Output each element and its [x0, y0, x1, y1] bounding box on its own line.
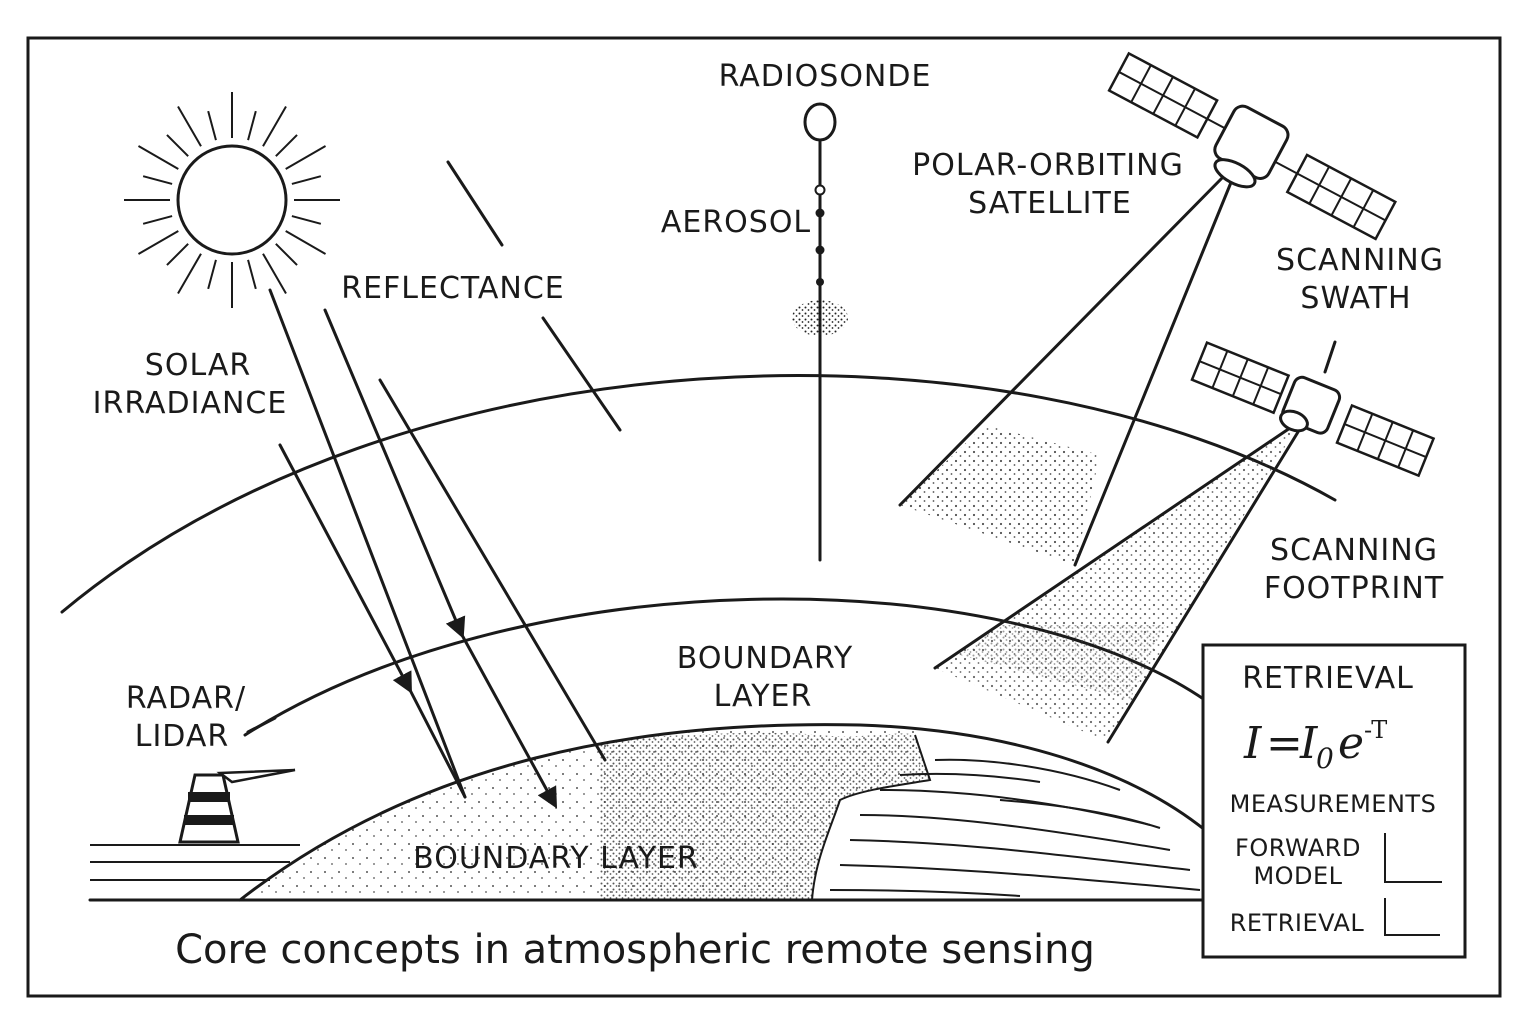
sun-ray: [285, 230, 327, 255]
retrieval-panel: RETRIEVAL I = I 0 e -T MEASUREMENTS FORW…: [1201, 643, 1467, 959]
polar-satellite-label-line2: SATELLITE: [968, 186, 1132, 221]
polar-satellite-label-line1: POLAR-ORBITING: [912, 148, 1184, 183]
reflectance-label: REFLECTANCE: [341, 271, 565, 306]
reflectance-lines: [446, 160, 622, 432]
svg-text:-T: -T: [1364, 716, 1387, 744]
solar-irradiance-label-line1: SOLAR: [145, 348, 251, 383]
solar-irradiance-label-line2: IRRADIANCE: [93, 386, 288, 421]
sun-ray: [291, 175, 322, 185]
sun-ray: [177, 105, 202, 147]
aerosol-label: AEROSOL: [661, 205, 811, 240]
boundary-layer-label-line1: BOUNDARY: [677, 641, 853, 676]
radar-tower-icon: [178, 768, 296, 844]
measurements-label: MEASUREMENTS: [1230, 790, 1437, 818]
sun-ray: [262, 105, 287, 147]
forward-model-label-line2: MODEL: [1253, 862, 1342, 890]
sun-ray: [142, 175, 173, 185]
svg-text:=: =: [1266, 718, 1303, 769]
ocean-hatching: [829, 758, 1201, 897]
svg-text:e: e: [1338, 718, 1364, 769]
radiosonde-label: RADIOSONDE: [719, 59, 932, 94]
sea-lines: [90, 844, 300, 881]
sun-ray: [207, 259, 217, 290]
sun-ray: [285, 145, 327, 170]
radar-leader: [246, 716, 277, 734]
radar-lidar-label-line1: RADAR/: [126, 681, 246, 716]
scanning-swath-label-line1: SCANNING: [1276, 243, 1444, 278]
satellite-icon: [1107, 51, 1397, 241]
sun-ray: [275, 134, 298, 157]
sun-ray: [275, 243, 298, 266]
coastline: [811, 734, 932, 901]
retrieval-axis: [1384, 898, 1440, 936]
svg-text:I: I: [1299, 718, 1319, 769]
beer-lambert-equation: I = I 0 e -T: [1243, 716, 1387, 775]
svg-text:I: I: [1243, 718, 1263, 769]
upper-atmosphere-arc: [60, 374, 1337, 614]
scanning-swath: [898, 173, 1234, 567]
scanning-footprint-label-line2: FOOTPRINT: [1264, 571, 1444, 606]
sun-ray: [247, 259, 257, 290]
satellite-icon: [1190, 341, 1436, 478]
sun-ray: [137, 145, 179, 170]
sun-ray: [166, 134, 189, 157]
sun-icon: [124, 92, 340, 308]
forward-model-label-line1: FORWARD: [1235, 834, 1361, 862]
sun-ray: [291, 215, 322, 225]
scanning-swath-label-line2: SWATH: [1300, 281, 1411, 316]
scanning-footprint-label-line1: SCANNING: [1270, 533, 1438, 568]
swath-leader: [1323, 340, 1337, 374]
forward-model-axis: [1384, 833, 1442, 883]
scanning-footprint: [933, 426, 1300, 744]
radiosonde-balloon-icon: [792, 102, 848, 562]
sun-ray: [177, 253, 202, 295]
earth-surface: [88, 723, 1207, 902]
radar-lidar-label-line2: LIDAR: [135, 719, 230, 754]
boundary-layer-label-line2: LAYER: [714, 679, 813, 714]
sun-ray: [262, 253, 287, 295]
solar-irradiance-rays: [268, 288, 607, 809]
diagram-frame: [26, 36, 1502, 998]
retrieval-title: RETRIEVAL: [1242, 661, 1414, 696]
sun-ray: [166, 243, 189, 266]
aerosol-cloud: [792, 300, 848, 336]
sun-ray: [207, 110, 217, 141]
retrieval-step-label: RETRIEVAL: [1230, 909, 1365, 937]
boundary-layer-surface-label: BOUNDARY LAYER: [413, 841, 699, 876]
figure-caption: Core concepts in atmospheric remote sens…: [175, 927, 1095, 973]
sun-ray: [247, 110, 257, 141]
sun-ray: [142, 215, 173, 225]
svg-text:0: 0: [1316, 742, 1334, 775]
sun-ray: [137, 230, 179, 255]
